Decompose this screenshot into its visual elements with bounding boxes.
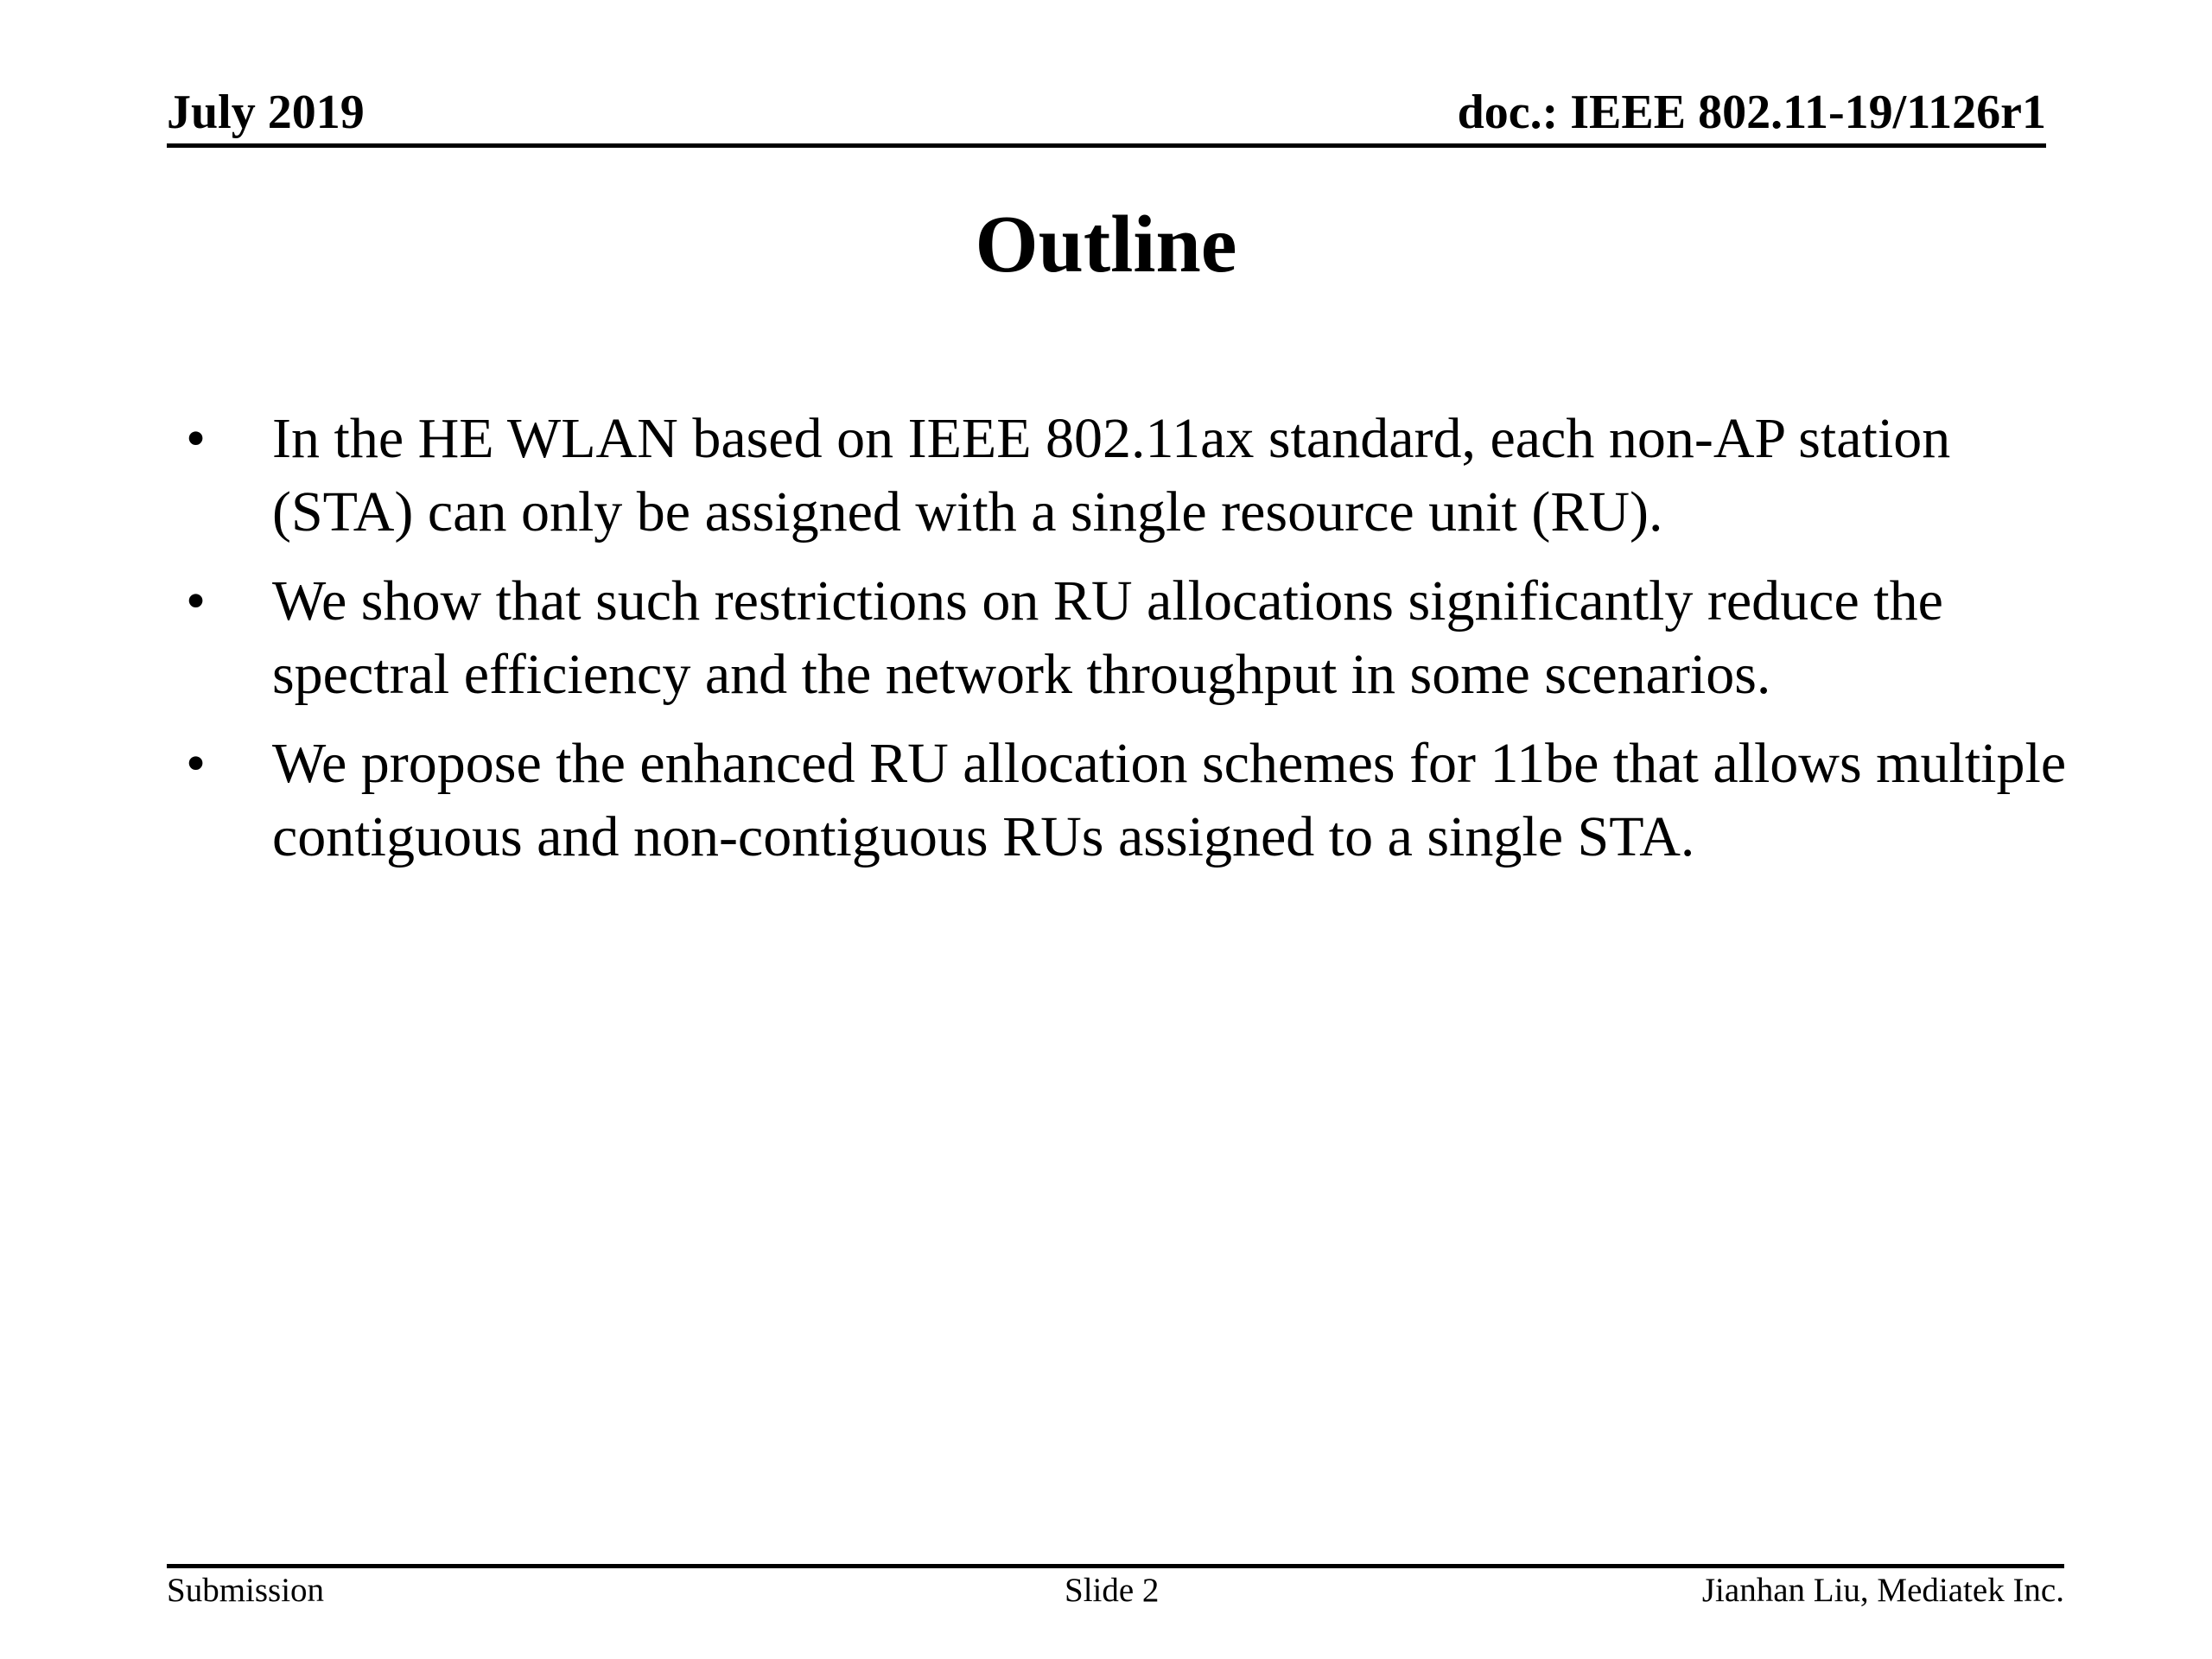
bullet-text: We propose the enhanced RU allocation sc… bbox=[272, 732, 2067, 868]
header-rule bbox=[167, 143, 2046, 148]
bullet-item: • We show that such restrictions on RU al… bbox=[186, 564, 2087, 711]
slide-title: Outline bbox=[975, 200, 1237, 289]
bullet-marker: • bbox=[186, 407, 207, 470]
footer-author: Jianhan Liu, Mediatek Inc. bbox=[1701, 1572, 2064, 1609]
bullet-marker: • bbox=[186, 732, 207, 795]
header-doc-id: doc.: IEEE 802.11-19/1126r1 bbox=[1457, 86, 2046, 139]
bullet-text: In the HE WLAN based on IEEE 802.11ax st… bbox=[272, 407, 1951, 543]
header-date: July 2019 bbox=[167, 86, 365, 139]
footer-rule bbox=[167, 1564, 2064, 1568]
footer-slide-number: Slide 2 bbox=[1065, 1572, 1160, 1609]
bullet-text: We show that such restrictions on RU all… bbox=[272, 569, 1943, 706]
bullet-item: • In the HE WLAN based on IEEE 802.11ax s… bbox=[186, 402, 2087, 549]
bullet-marker: • bbox=[186, 569, 207, 632]
bullet-item: • We propose the enhanced RU allocation s… bbox=[186, 727, 2087, 874]
footer-submission: Submission bbox=[167, 1572, 325, 1609]
bullet-list: • In the HE WLAN based on IEEE 802.11ax s… bbox=[186, 402, 2087, 889]
